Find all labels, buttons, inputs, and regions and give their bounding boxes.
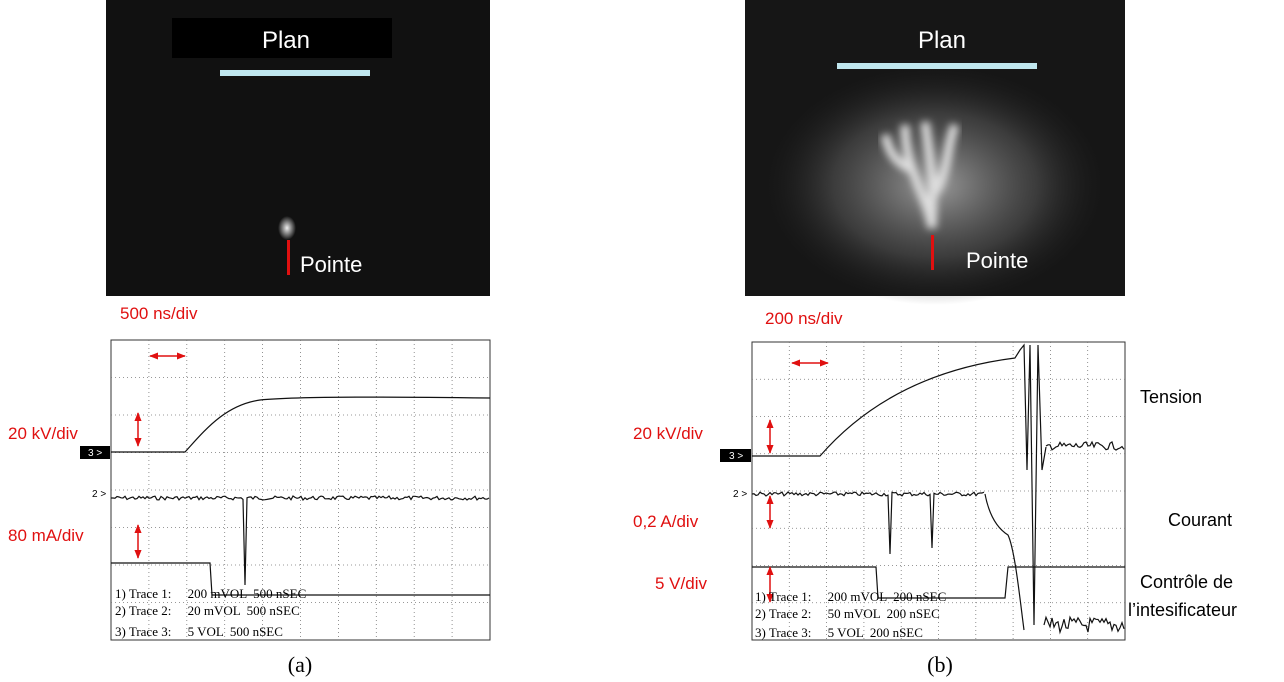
signal-name: Courant bbox=[1168, 510, 1232, 530]
plane-electrode bbox=[220, 70, 370, 76]
channel-label: 3 > bbox=[88, 448, 102, 459]
timebase: 200 ns/div bbox=[765, 309, 843, 328]
channel-label: 3 > bbox=[729, 451, 743, 462]
photo-band bbox=[172, 18, 392, 58]
control-trace bbox=[1043, 615, 1125, 635]
scale-label: 5 V/div bbox=[655, 574, 707, 593]
timebase: 500 ns/div bbox=[120, 304, 198, 323]
scale-label: 20 kV/div bbox=[633, 424, 703, 443]
plan-label: Plan bbox=[262, 27, 310, 54]
scope-legend: 1) Trace 1: 200 mVOL 500 nSEC bbox=[115, 586, 306, 601]
scope-screen bbox=[110, 339, 491, 641]
current-trace bbox=[984, 493, 1025, 631]
caption: (b) bbox=[927, 652, 953, 677]
signal-name: l’intesificateur bbox=[1128, 600, 1237, 620]
current-trace bbox=[111, 495, 490, 586]
scope-legend: 3) Trace 3: 5 VOL 200 nSEC bbox=[755, 625, 923, 640]
pointe-label: Pointe bbox=[966, 248, 1028, 273]
channel-label: 2 > bbox=[733, 489, 747, 500]
tip-electrode bbox=[931, 235, 934, 270]
signal-name: Contrôle de bbox=[1140, 572, 1233, 592]
scale-label: 20 kV/div bbox=[8, 424, 78, 443]
voltage-trace bbox=[111, 396, 491, 453]
channel-marker bbox=[80, 446, 110, 459]
pointe-label: Pointe bbox=[300, 252, 362, 277]
scale-label: 80 mA/div bbox=[8, 526, 84, 545]
control-trace bbox=[752, 566, 1125, 599]
scope-legend: 2) Trace 2: 20 mVOL 500 nSEC bbox=[115, 603, 300, 618]
tip-glow bbox=[278, 216, 296, 240]
plane-electrode bbox=[837, 63, 1037, 69]
scope-legend: 2) Trace 2: 50 mVOL 200 nSEC bbox=[755, 606, 940, 621]
tip-electrode bbox=[287, 240, 290, 275]
streamer-branches bbox=[880, 121, 960, 229]
current-trace bbox=[751, 491, 985, 555]
caption: (a) bbox=[288, 652, 312, 677]
control-trace bbox=[111, 562, 490, 596]
voltage-trace bbox=[752, 343, 1047, 626]
plan-label: Plan bbox=[918, 27, 966, 54]
channel-marker bbox=[720, 449, 751, 462]
scale-label: 0,2 A/div bbox=[633, 512, 699, 531]
scope-legend: 3) Trace 3: 5 VOL 500 nSEC bbox=[115, 624, 283, 639]
signal-name: Tension bbox=[1140, 387, 1202, 407]
channel-label: 2 > bbox=[92, 489, 106, 500]
voltage-trace bbox=[1045, 440, 1125, 451]
scope-legend: 1) Trace 1: 200 mVOL 200 nSEC bbox=[755, 589, 946, 604]
